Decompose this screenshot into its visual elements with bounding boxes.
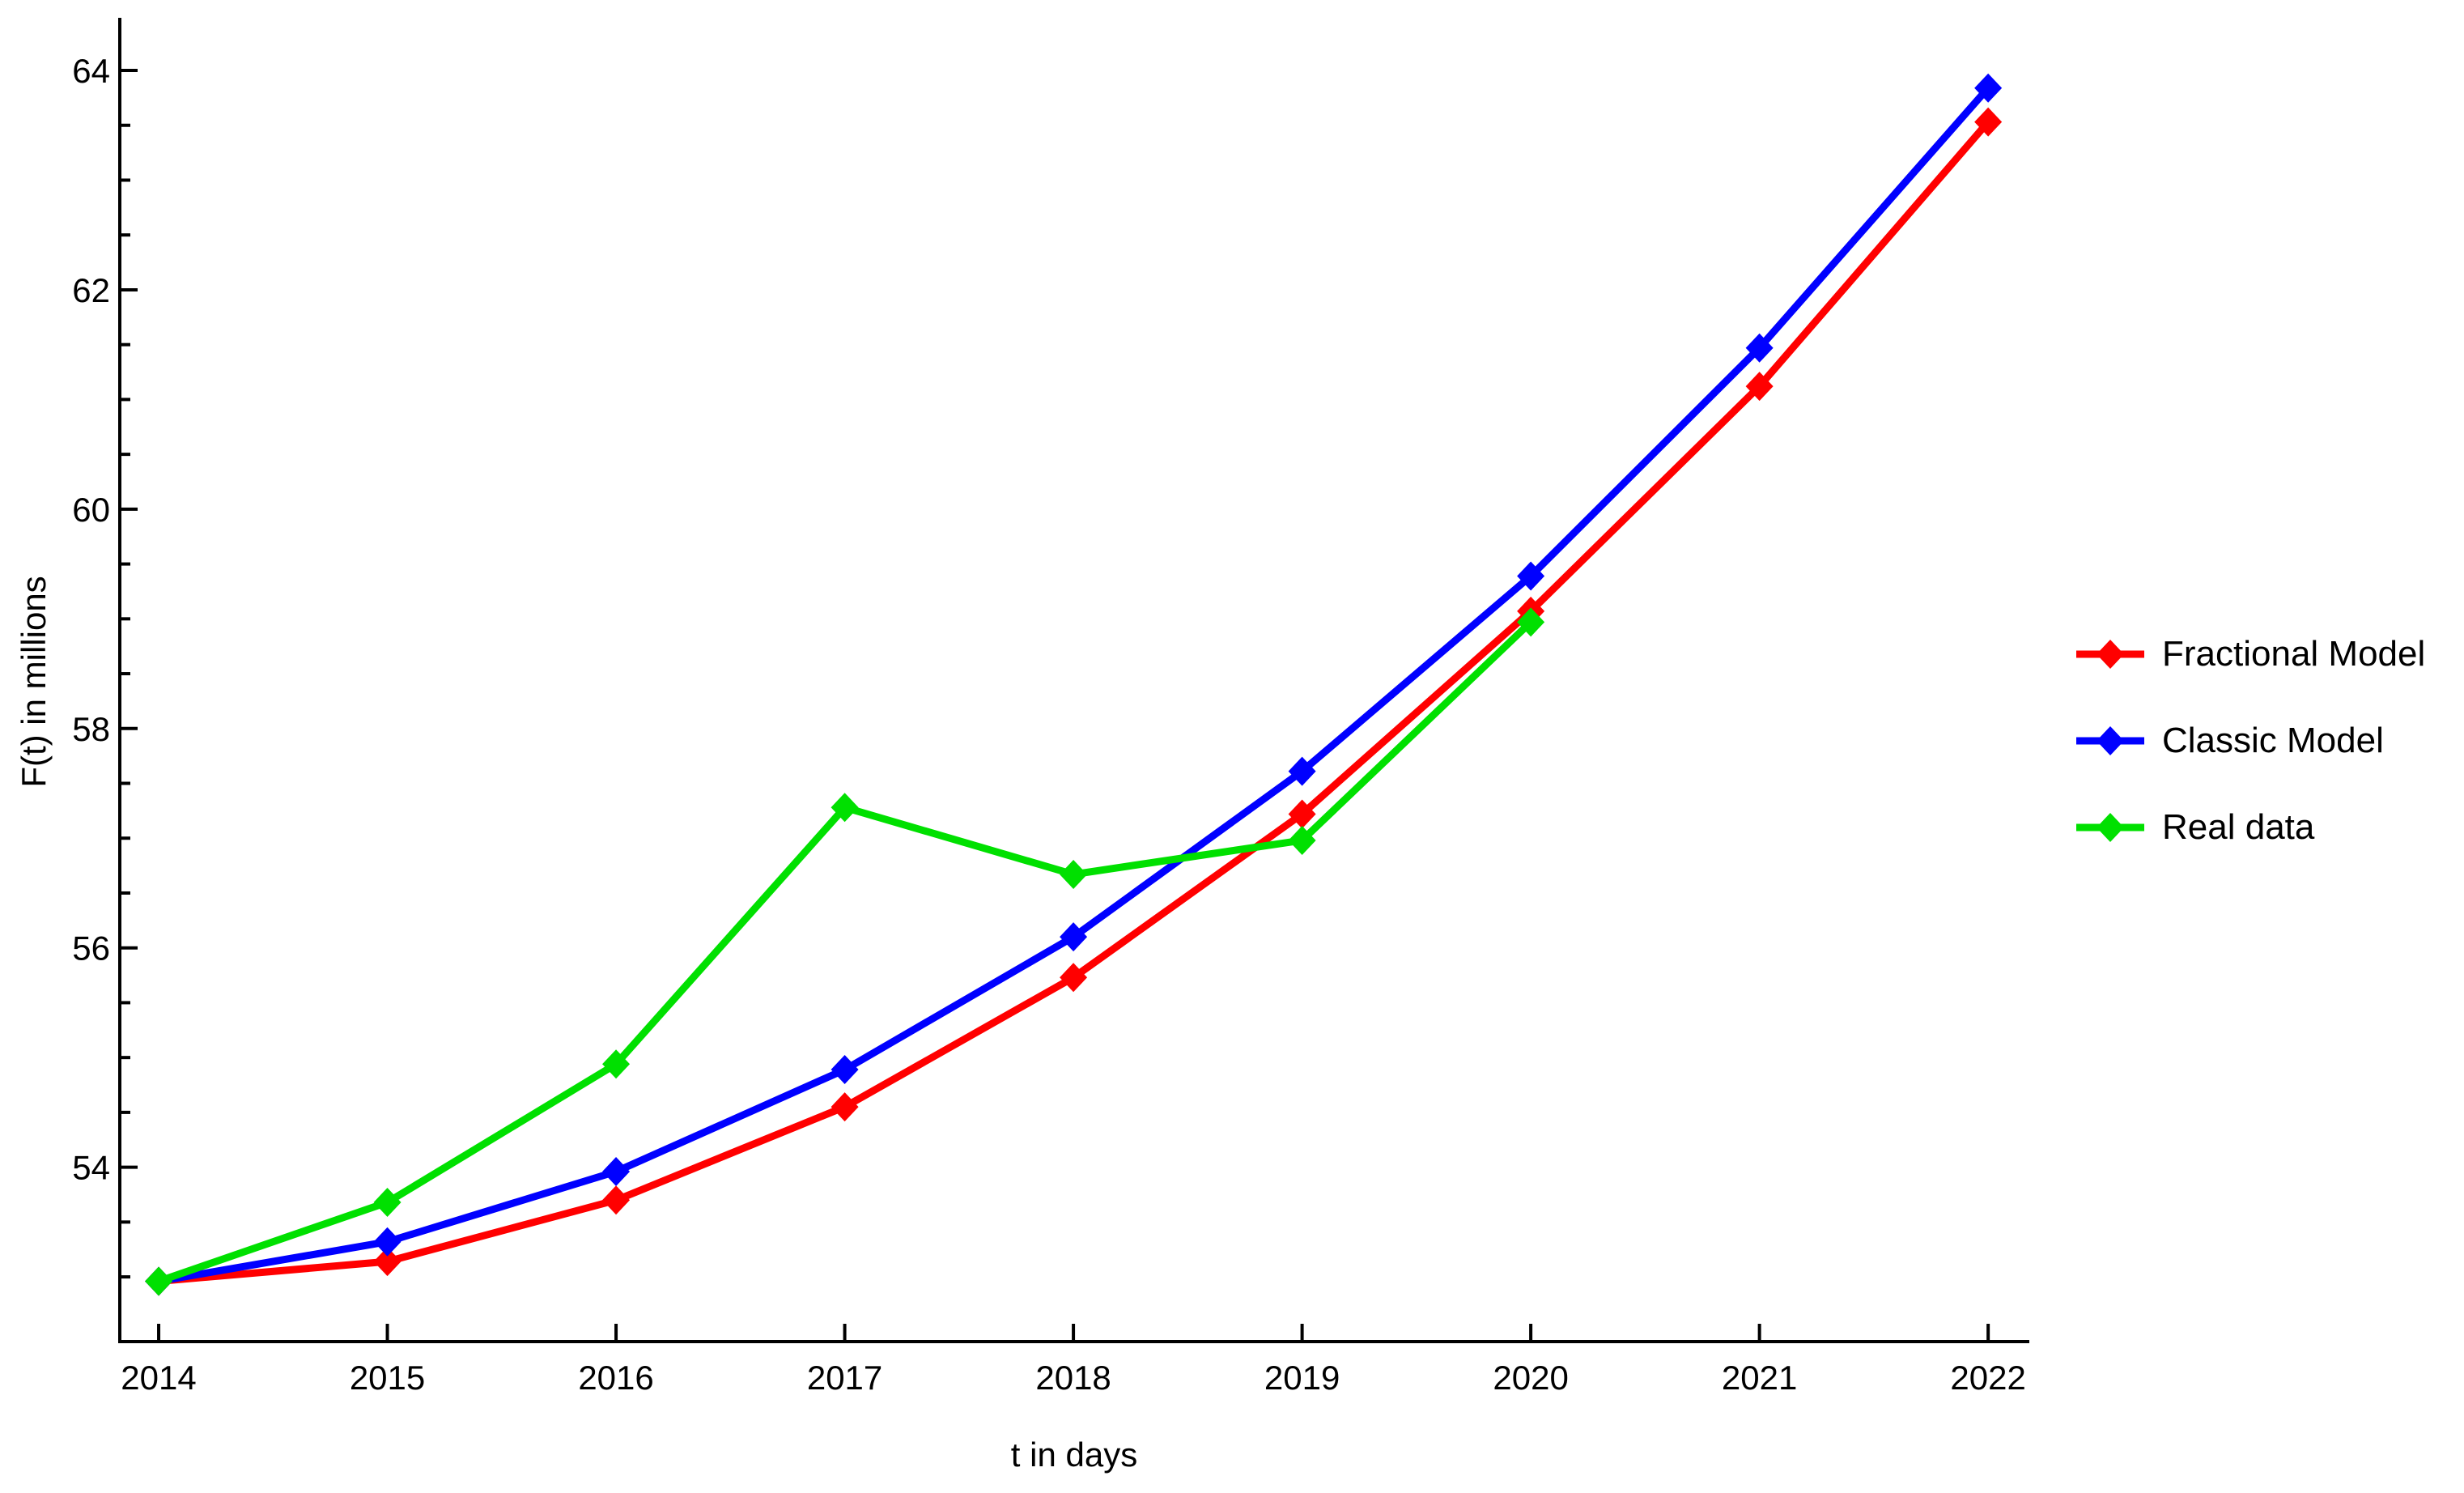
- y-tick-label: 54: [72, 1149, 110, 1187]
- data-point-diamond-fractional-model: [1060, 963, 1088, 993]
- data-point-diamond-classic-model: [602, 1157, 631, 1187]
- x-tick-label: 2022: [1950, 1359, 2025, 1397]
- data-point-diamond-classic-model: [1517, 561, 1545, 591]
- data-point-diamond-real-data: [831, 793, 859, 823]
- x-tick-label: 2017: [807, 1359, 882, 1397]
- data-point-diamond-real-data: [602, 1049, 631, 1079]
- legend-diamond-marker-icon: [2076, 640, 2144, 669]
- x-tick-label: 2018: [1035, 1359, 1111, 1397]
- data-point-diamond-real-data: [1288, 825, 1316, 855]
- y-tick-label: 56: [72, 929, 110, 968]
- data-point-diamond-fractional-model: [1745, 372, 1774, 402]
- y-tick-label: 64: [72, 52, 110, 90]
- data-point-diamond-fractional-model: [373, 1247, 401, 1277]
- legend-diamond-marker-icon: [2076, 813, 2144, 842]
- legend: Fractional Model Classic Model Real data: [2076, 634, 2426, 847]
- x-axis-title: t in days: [1010, 1436, 1138, 1474]
- legend-label: Real data: [2162, 807, 2315, 847]
- data-point-diamond-classic-model: [1745, 333, 1774, 363]
- data-point-diamond-fractional-model: [831, 1092, 859, 1122]
- y-axis-title: F(t) in millions: [15, 576, 53, 788]
- data-point-diamond-fractional-model: [1974, 107, 2003, 137]
- x-tick-label: 2016: [578, 1359, 653, 1397]
- series-line-real-data: [155, 618, 1535, 1285]
- data-point-diamond-classic-model: [1060, 922, 1088, 952]
- series-line-fractional-model: [155, 118, 1992, 1285]
- x-tick-label: 2014: [121, 1359, 196, 1397]
- legend-label: Fractional Model: [2162, 634, 2426, 674]
- data-point-diamond-fractional-model: [602, 1185, 631, 1215]
- data-point-diamond-real-data: [1517, 607, 1545, 637]
- legend-label: Classic Model: [2162, 721, 2384, 760]
- x-tick-label: 2015: [350, 1359, 425, 1397]
- data-point-diamond-classic-model: [1288, 756, 1316, 786]
- data-point-diamond-classic-model: [831, 1055, 859, 1085]
- data-point-diamond-classic-model: [373, 1227, 401, 1257]
- data-point-diamond-real-data: [1060, 859, 1088, 889]
- axes-lines: [118, 18, 2029, 1343]
- legend-item-real-data: Real data: [2076, 807, 2425, 847]
- data-point-diamond-real-data: [373, 1187, 401, 1217]
- legend-item-fractional-model: Fractional Model: [2076, 634, 2426, 674]
- legend-item-classic-model: Classic Model: [2076, 721, 2425, 760]
- y-tick-label: 62: [72, 271, 110, 309]
- series-line-classic-model: [155, 84, 1992, 1285]
- y-tick-label: 58: [72, 710, 110, 748]
- data-point-diamond-fractional-model: [1288, 799, 1316, 829]
- x-tick-label: 2021: [1722, 1359, 1797, 1397]
- y-tick-label: 60: [72, 491, 110, 529]
- x-tick-label: 2020: [1493, 1359, 1568, 1397]
- data-point-diamond-real-data: [145, 1266, 173, 1296]
- legend-diamond-marker-icon: [2076, 726, 2144, 755]
- x-tick-label: 2019: [1264, 1359, 1340, 1397]
- data-point-diamond-classic-model: [1974, 73, 2003, 103]
